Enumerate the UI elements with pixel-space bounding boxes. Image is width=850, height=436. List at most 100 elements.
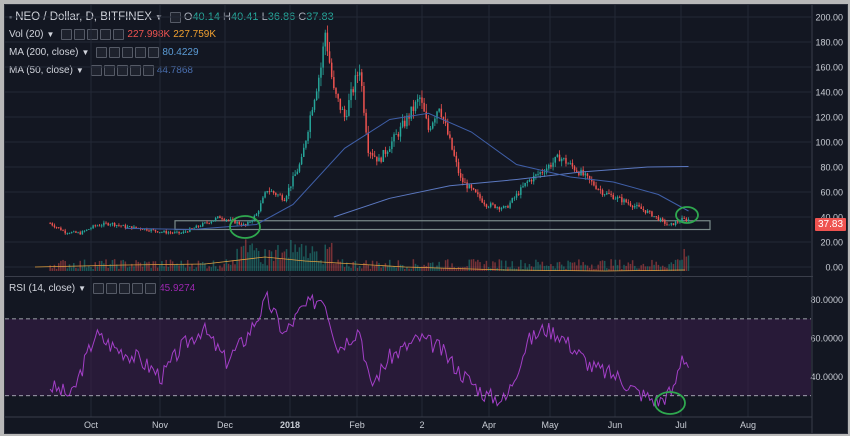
volume-bar [62, 259, 64, 271]
candle-body [466, 182, 468, 189]
volume-bar [483, 264, 486, 271]
volume-bar [543, 265, 546, 271]
candle-body [303, 147, 305, 157]
volume-bar [676, 259, 679, 271]
volume-bar [285, 249, 288, 271]
candle-body [644, 210, 647, 213]
settings-icon[interactable] [106, 283, 118, 294]
x-tick-label: Nov [152, 420, 169, 430]
volume-bar [550, 264, 552, 271]
candle-body [275, 193, 277, 195]
volume-bar [610, 259, 612, 271]
candle-body [167, 232, 170, 234]
volume-bar [124, 261, 127, 271]
candle-body [238, 221, 241, 225]
settings-icon[interactable] [74, 29, 86, 40]
lock-icon[interactable] [122, 47, 134, 58]
candle-body [623, 199, 625, 203]
candle-body [511, 198, 513, 203]
volume-bar [90, 266, 92, 271]
candle-body [412, 106, 415, 112]
volume-bar [266, 265, 268, 271]
volume-bar [66, 268, 69, 271]
candle-body [681, 217, 683, 222]
close-icon[interactable] [129, 65, 141, 76]
volume-bar [606, 268, 608, 271]
volume-bar [68, 264, 71, 271]
annotations [229, 206, 699, 415]
ma50-dropdown-icon[interactable]: ▼ [75, 66, 84, 75]
lock-icon[interactable] [87, 29, 99, 40]
volume-bar [53, 264, 56, 271]
ma200-value: 80.4229 [162, 47, 199, 58]
volume-bar [517, 266, 520, 271]
chart-canvas[interactable]: 0.00 20.00 40.00 60.00 80.00 100.00 120.00 140.… [5, 5, 847, 433]
more-icon[interactable] [148, 47, 160, 58]
volume-bar [640, 265, 642, 271]
volume-bar [593, 268, 595, 271]
lock-icon[interactable] [119, 283, 131, 294]
y-tick-label: 160.00 [815, 63, 843, 73]
candle-body [189, 228, 191, 232]
close-icon[interactable] [135, 47, 147, 58]
volume-bar [674, 259, 677, 271]
ma200-dropdown-icon[interactable]: ▼ [81, 48, 90, 57]
candle-body [455, 155, 458, 163]
candle-body [201, 223, 204, 227]
candle-body [489, 203, 492, 207]
volume-bar [528, 264, 531, 271]
settings-icon[interactable] [103, 65, 115, 76]
candle-body [174, 232, 176, 233]
candle-body [143, 228, 146, 230]
volume-bar [247, 252, 249, 271]
volume-bar [560, 264, 563, 271]
volume-bar [530, 266, 533, 271]
volume-bar [107, 267, 109, 271]
volume-bar [283, 251, 286, 271]
candle-body [270, 190, 273, 192]
close-icon[interactable] [132, 283, 144, 294]
vol-label[interactable]: Vol (20) [9, 29, 44, 40]
visibility-icon[interactable] [61, 29, 73, 40]
candle-body [348, 100, 350, 116]
lock-icon[interactable] [116, 65, 128, 76]
rsi-label[interactable]: RSI (14, close) [9, 283, 76, 294]
vol-dropdown-icon[interactable]: ▼ [46, 30, 55, 39]
ma50-label[interactable]: MA (50, close) [9, 65, 73, 76]
candle-body [242, 224, 245, 226]
more-icon[interactable] [142, 65, 154, 76]
volume-bar [242, 245, 245, 271]
volume-bar [408, 268, 410, 271]
candle-body [210, 221, 213, 224]
volume-bar [135, 260, 137, 271]
volume-bar [174, 264, 176, 271]
candle-body [554, 156, 556, 163]
candle-body [638, 204, 640, 207]
ma200-label[interactable]: MA (200, close) [9, 47, 79, 58]
rsi-dropdown-icon[interactable]: ▼ [78, 284, 87, 293]
volume-bar [429, 262, 432, 271]
volume-bar [666, 267, 668, 271]
candle-body [154, 229, 157, 232]
volume-bar [152, 261, 155, 271]
candle-body [283, 199, 286, 201]
visibility-icon[interactable] [93, 283, 105, 294]
more-icon[interactable] [113, 29, 125, 40]
candle-body [539, 172, 541, 175]
volume-bar [85, 267, 88, 271]
pane-separator[interactable] [5, 276, 813, 277]
close-icon[interactable] [100, 29, 112, 40]
candle-body [543, 172, 546, 174]
more-icon[interactable] [145, 283, 157, 294]
candle-body [659, 218, 662, 221]
volume-bar [143, 261, 146, 271]
volume-bar [578, 259, 580, 271]
candle-body [505, 206, 507, 207]
visibility-icon[interactable] [96, 47, 108, 58]
candle-body [352, 89, 354, 93]
x-tick-label: Oct [84, 420, 99, 430]
candle-body [601, 190, 604, 195]
settings-icon[interactable] [109, 47, 121, 58]
x-tick-label: 2 [419, 420, 424, 430]
y-tick-label: 180.00 [815, 38, 843, 48]
